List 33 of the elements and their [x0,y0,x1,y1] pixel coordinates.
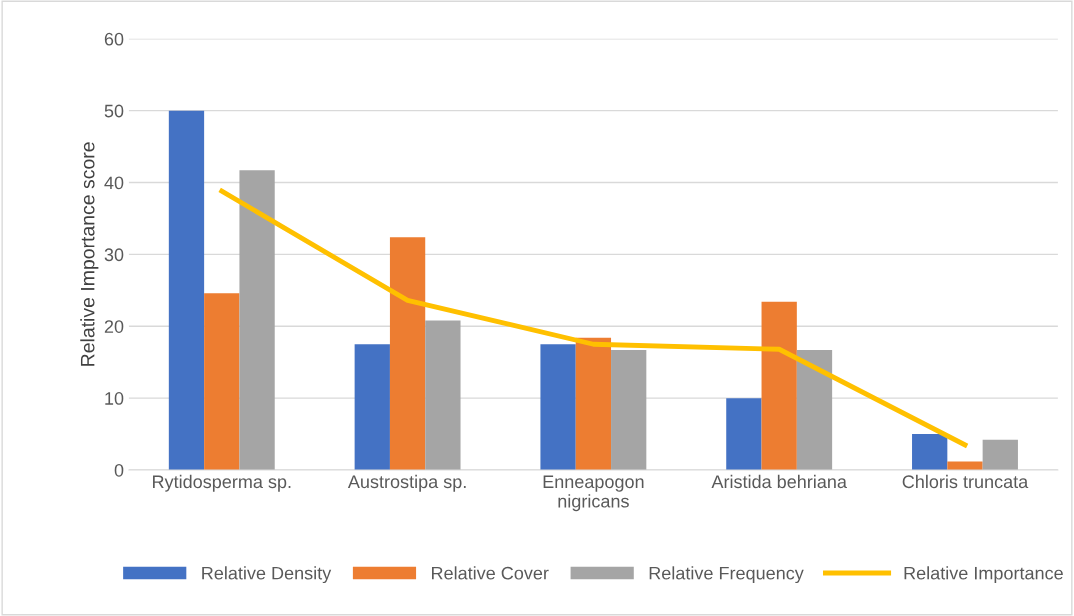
y-tick-label: 50 [104,104,124,118]
x-tick-label: Enneapogon nigricans [543,475,644,512]
y-tick-label: 40 [104,176,124,190]
bar [726,398,762,471]
x-tick-label: Austrostipa sp. [347,474,466,492]
x-tick-label: Aristida behriana [711,474,847,489]
bar [912,434,948,471]
bar [761,301,797,471]
bar [168,110,205,471]
legend-label: Relative Importance [904,566,1063,584]
bar [796,349,833,471]
bar [239,170,275,471]
y-tick-label: 0 [114,463,124,477]
bar [389,237,426,471]
x-tick-label: Rytidosperma sp. [153,474,291,492]
line-series [219,188,968,448]
legend-label: Relative Cover [432,566,549,580]
y-tick-label: 20 [104,320,124,333]
bar [204,293,240,471]
y-tick-label: 60 [104,32,124,46]
bar [425,320,461,471]
legend-label: Relative Density [202,566,332,584]
bar [354,344,390,471]
legend-label: Relative Frequency [649,566,804,584]
bar [947,461,983,471]
bar [540,344,576,471]
bar [611,349,647,471]
y-axis-title: Relative Importance score [80,142,99,366]
x-tick-label: Chloris truncata [902,474,1029,489]
bar [982,439,1018,471]
y-tick-label: 30 [104,248,124,262]
bar [575,337,612,471]
y-tick-label: 10 [105,392,124,405]
